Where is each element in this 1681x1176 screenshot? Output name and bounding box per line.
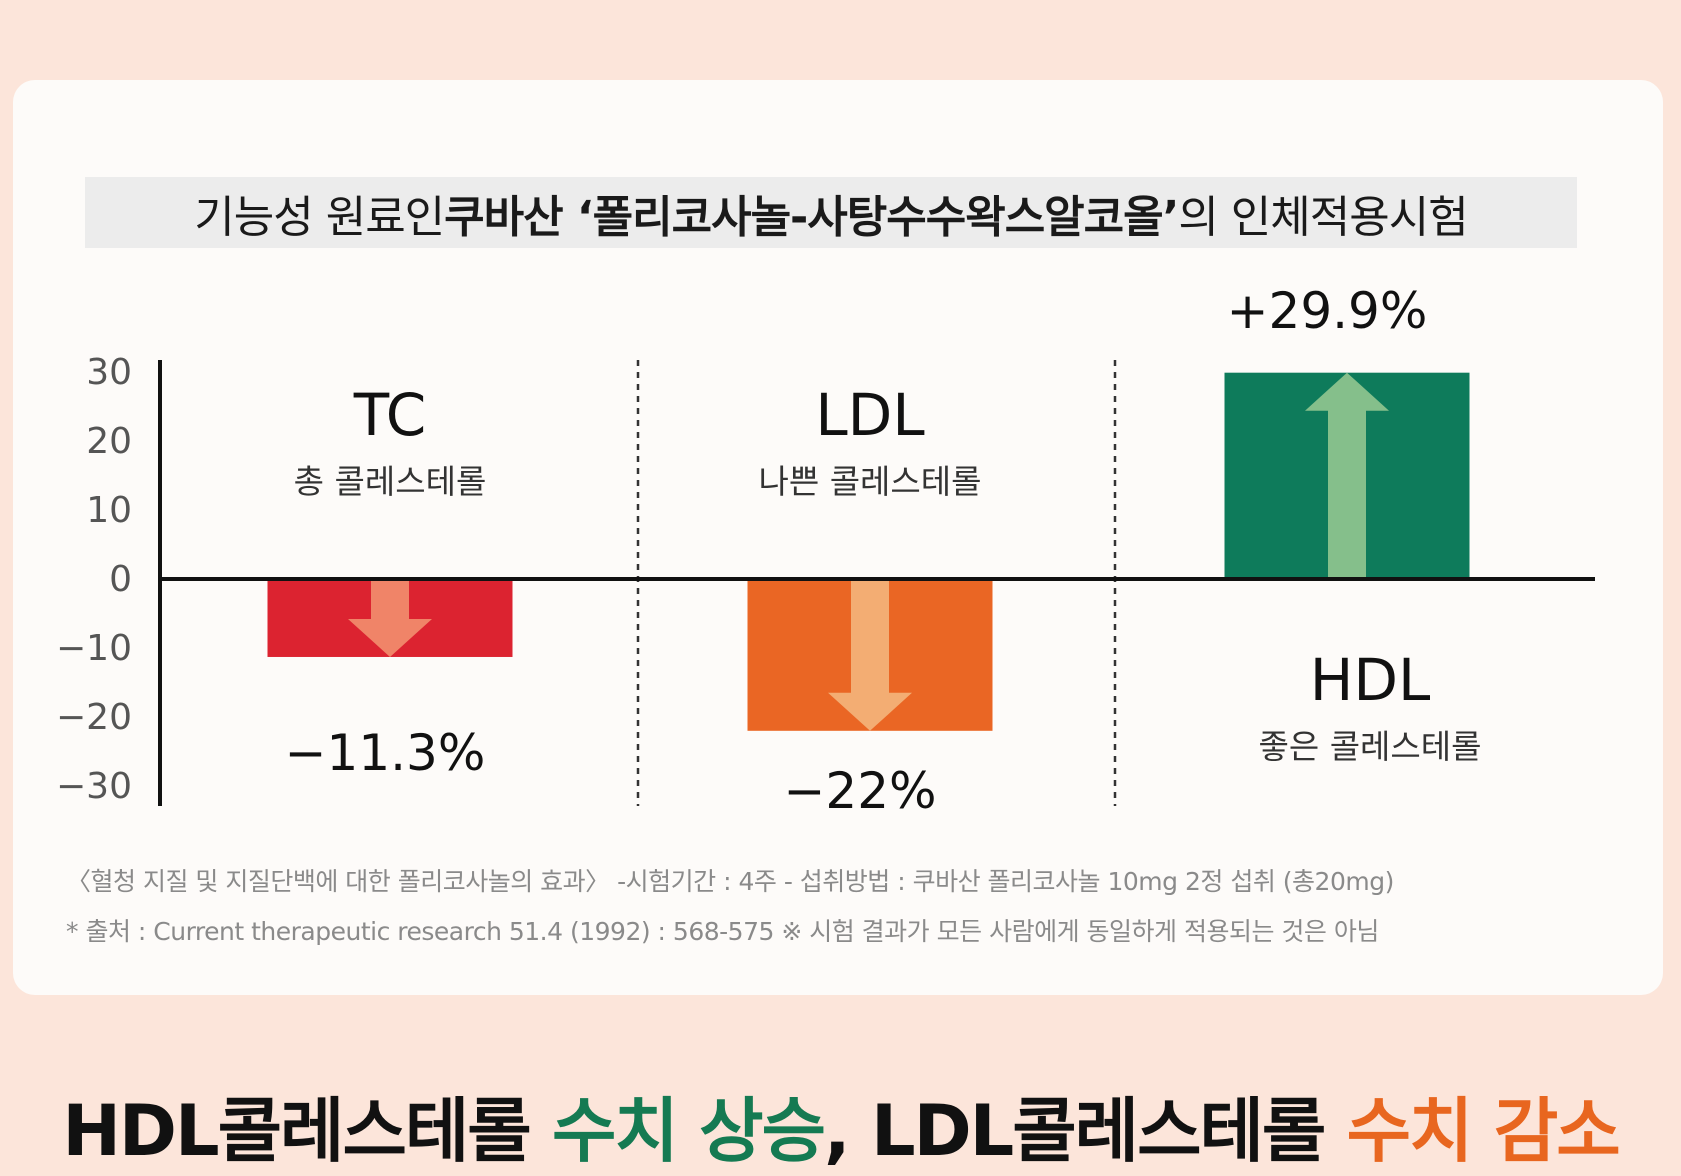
- title-pre: 기능성 원료인: [194, 191, 445, 243]
- headline: HDL콜레스테롤 수치 상승, LDL콜레스테롤 수치 감소: [0, 1075, 1681, 1176]
- y-tick-label: 30: [86, 352, 132, 393]
- category-label: LDL: [815, 381, 924, 449]
- arrow-up-icon: [1305, 372, 1389, 577]
- category-label: TC: [353, 381, 427, 449]
- category-sublabel: 나쁜 콜레스테롤: [758, 462, 981, 501]
- category-label: HDL: [1310, 646, 1431, 714]
- headline-part-2: 수치 상승: [552, 1090, 826, 1172]
- headline-part-1: HDL콜레스테롤: [62, 1090, 553, 1172]
- arrow-down-icon: [828, 581, 912, 731]
- footnote-source: * 출처 : Current therapeutic research 51.4…: [66, 917, 1379, 946]
- y-tick-label: 10: [86, 490, 132, 531]
- headline-part-4: 수치 감소: [1346, 1090, 1621, 1172]
- title-post: 의 인체적용시험: [1178, 191, 1468, 243]
- arrow-down-icon: [348, 581, 432, 657]
- y-tick-label: −30: [56, 766, 132, 807]
- headline-part-3: , LDL콜레스테롤: [824, 1090, 1347, 1172]
- y-tick-label: 20: [86, 421, 132, 462]
- value-label: +29.9%: [1227, 282, 1428, 340]
- footnote-method: 〈혈청 지질 및 지질단백에 대한 폴리코사놀의 효과〉 -시험기간 : 4주 …: [66, 867, 1394, 896]
- y-tick-label: −20: [56, 697, 132, 738]
- category-sublabel: 총 콜레스테롤: [294, 462, 487, 501]
- value-label: −22%: [783, 762, 936, 820]
- y-tick-label: −10: [56, 628, 132, 669]
- y-tick-label: 0: [109, 559, 132, 600]
- value-label: −11.3%: [285, 724, 486, 782]
- chart-title: 기능성 원료인 쿠바산 ‘폴리코사놀-사탕수수왁스알코올’ 의 인체적용시험: [85, 177, 1577, 248]
- title-bold: 쿠바산 ‘폴리코사놀-사탕수수왁스알코올’: [444, 191, 1179, 243]
- category-sublabel: 좋은 콜레스테롤: [1258, 727, 1481, 766]
